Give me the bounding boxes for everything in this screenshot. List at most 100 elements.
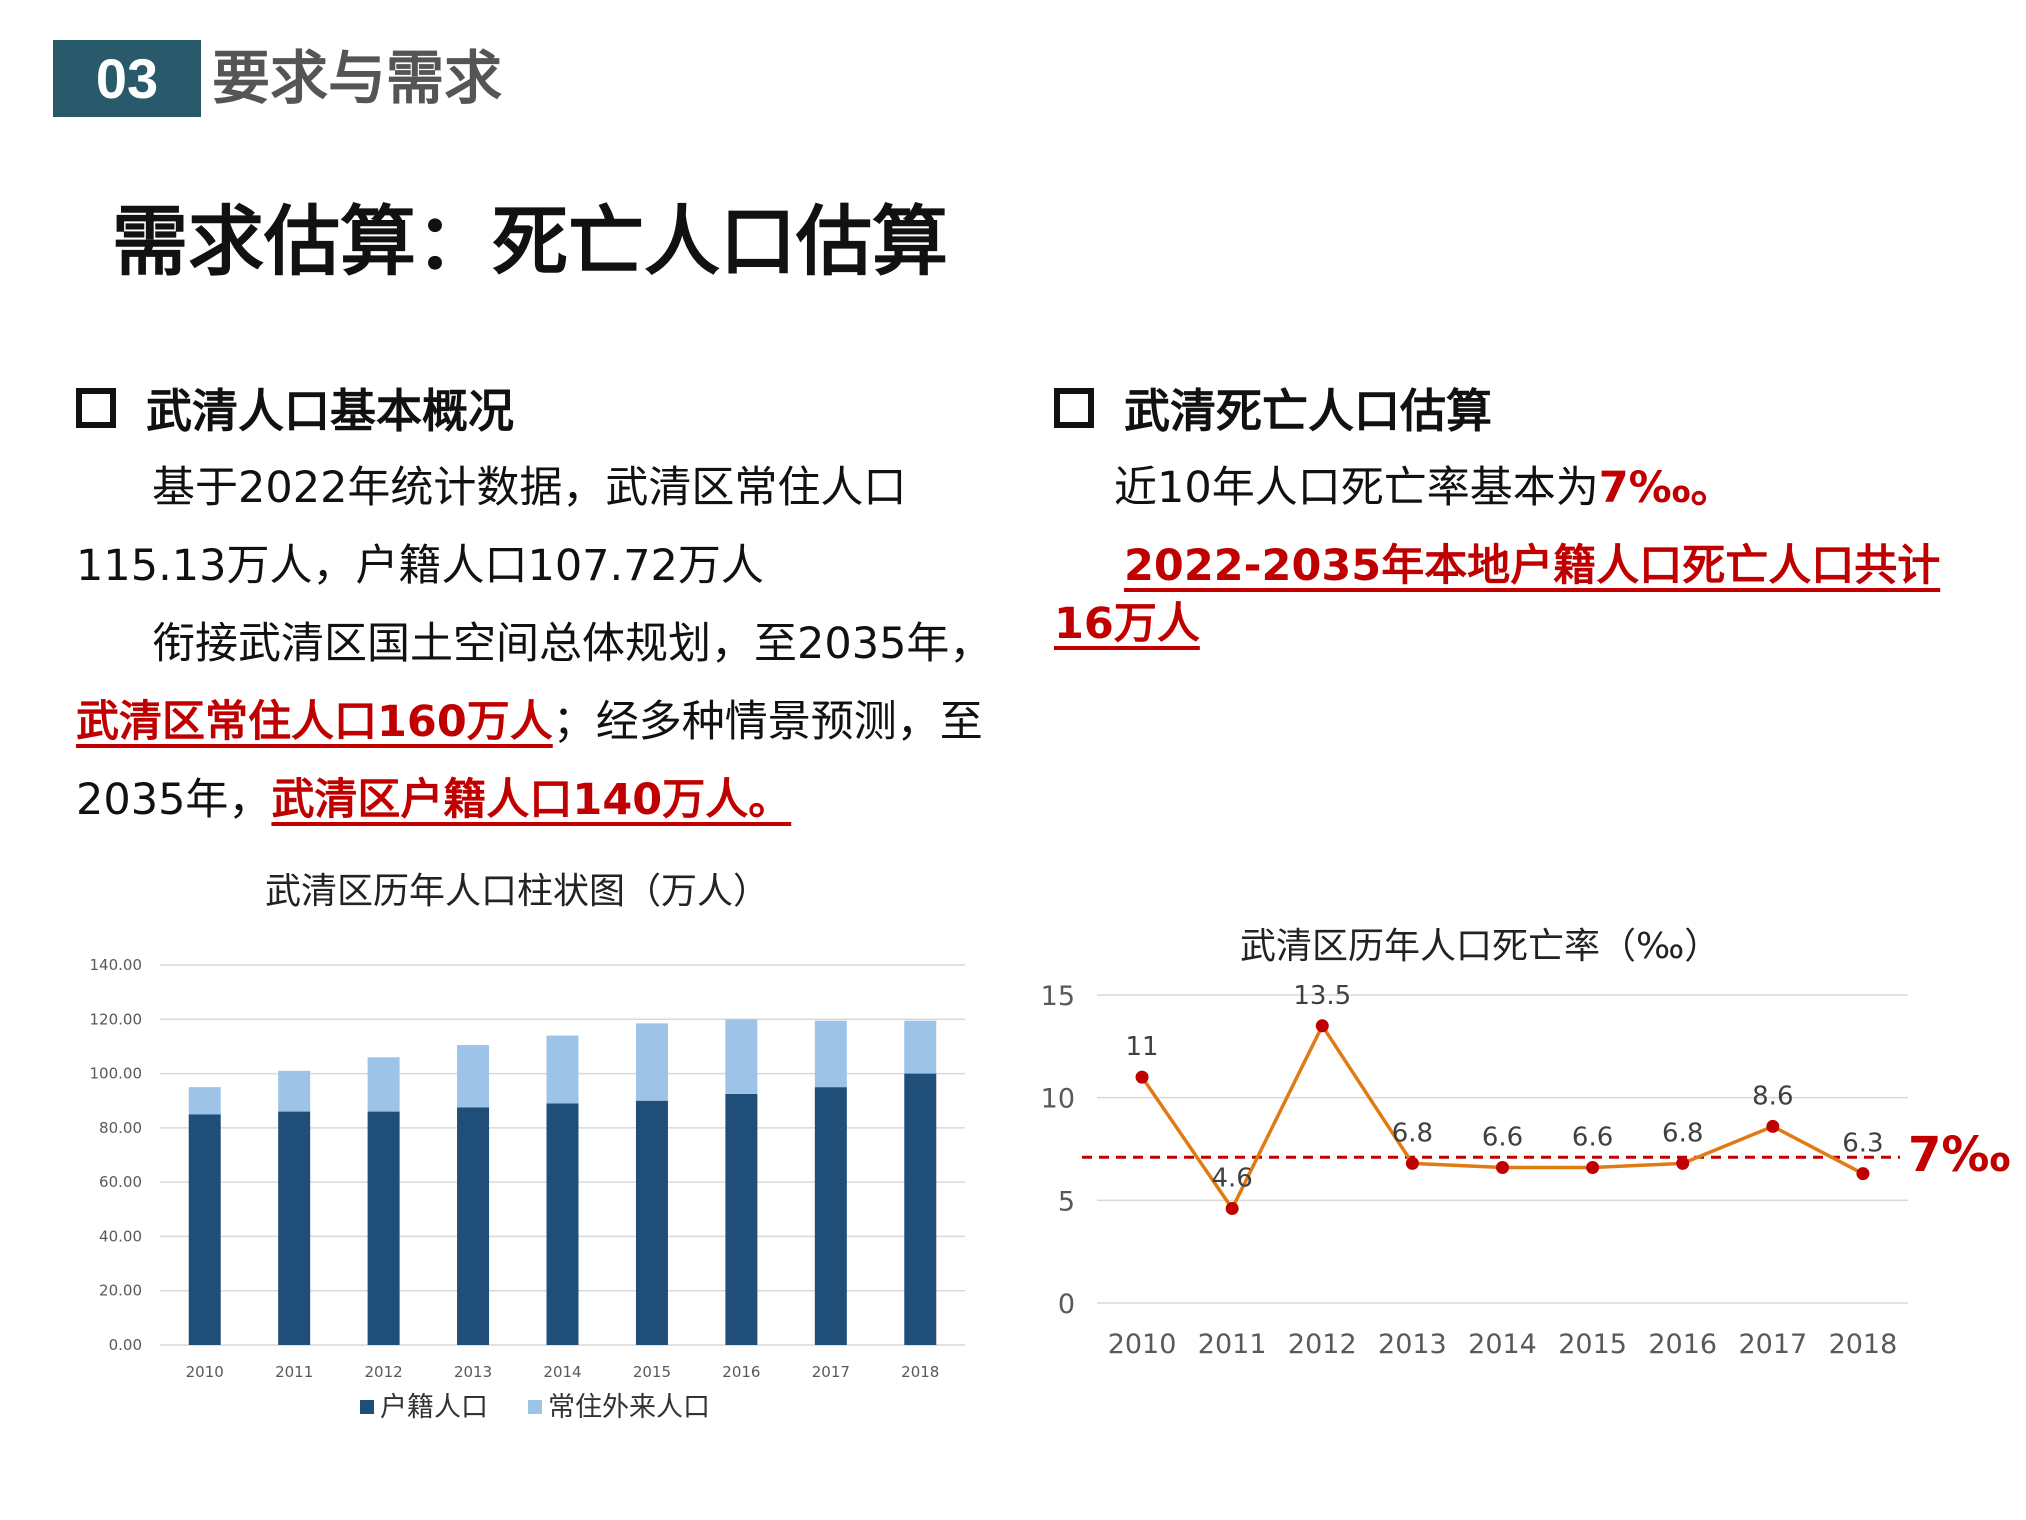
x-tick-label: 2012 <box>365 1363 403 1381</box>
y-tick-label: 120.00 <box>90 1010 143 1028</box>
x-tick-label: 2018 <box>1829 1329 1898 1360</box>
bar-migrant-2017 <box>814 1020 847 1088</box>
data-point-2012 <box>1315 1019 1329 1033</box>
left-line-2: 115.13万人，户籍人口107.72万人 <box>76 541 764 591</box>
bar-chart-title: 武清区历年人口柱状图（万人） <box>265 871 770 912</box>
x-tick-label: 2011 <box>275 1363 313 1381</box>
data-label: 6.8 <box>1392 1118 1433 1148</box>
x-tick-label: 2016 <box>722 1363 760 1381</box>
data-label: 4.6 <box>1211 1164 1252 1194</box>
bar-migrant-2018 <box>904 1020 937 1074</box>
section-number-badge: 03 <box>53 40 201 117</box>
y-tick-label: 15 <box>1041 981 1075 1012</box>
right-line-1: 近10年人口死亡率基本为7‰。 <box>1054 449 1994 527</box>
x-tick-label: 2014 <box>543 1363 581 1381</box>
y-tick-label: 40.00 <box>99 1227 142 1245</box>
x-tick-label: 2010 <box>1108 1329 1177 1360</box>
bar-registered-2012 <box>367 1111 400 1345</box>
right-line-1-text: 近10年人口死亡率基本为 <box>1114 463 1599 513</box>
right-section: 武清死亡人口估算 近10年人口死亡率基本为7‰。 2022-2035年本地户籍人… <box>1054 375 1994 653</box>
right-heading-text: 武清死亡人口估算 <box>1124 384 1492 438</box>
bar-registered-2016 <box>725 1093 758 1345</box>
bar-migrant-2010 <box>188 1087 221 1115</box>
right-heading: 武清死亡人口估算 <box>1054 375 1994 441</box>
checkbox-square-icon <box>76 388 116 428</box>
left-paragraph: 基于2022年统计数据，武清区常住人口 115.13万人，户籍人口107.72万… <box>76 449 1016 839</box>
x-tick-label: 2011 <box>1198 1329 1267 1360</box>
death-rate-line-chart: 0 5 10 15 7‰ 11 2010 4.6 2011 13.5 2012 6.8 2013 6.6 2… <box>1041 981 2011 1360</box>
data-point-2016 <box>1676 1156 1690 1170</box>
checkbox-square-icon <box>1054 388 1094 428</box>
left-heading: 武清人口基本概况 <box>76 375 1016 441</box>
left-line-3: 衔接武清区国土空间总体规划，至2035年， <box>152 619 993 669</box>
data-label: 6.6 <box>1572 1122 1613 1152</box>
y-tick-label: 10 <box>1041 1084 1075 1115</box>
data-point-2013 <box>1405 1156 1419 1170</box>
y-tick-label: 5 <box>1058 1186 1075 1217</box>
population-bar-chart: 0.00 20.00 40.00 60.00 80.00 100.00 120.00 140.… <box>90 956 965 1423</box>
data-label: 6.3 <box>1842 1129 1883 1159</box>
x-tick-label: 2016 <box>1648 1329 1717 1360</box>
data-label: 6.8 <box>1662 1118 1703 1148</box>
left-line-5: 2035年，武清区户籍人口140万人。 <box>76 761 1016 839</box>
bar-migrant-2015 <box>635 1023 668 1101</box>
data-point-2017 <box>1766 1119 1780 1133</box>
x-tick-label: 2013 <box>1378 1329 1447 1360</box>
line-chart-title: 武清区历年人口死亡率（‰） <box>1240 926 1721 967</box>
data-label: 8.6 <box>1752 1081 1793 1111</box>
legend-swatch <box>360 1400 374 1414</box>
left-line-1: 基于2022年统计数据，武清区常住人口 <box>152 463 907 513</box>
bar-registered-2014 <box>546 1103 579 1345</box>
y-tick-label: 140.00 <box>90 956 143 974</box>
y-tick-label: 100.00 <box>90 1065 143 1083</box>
data-label: 13.5 <box>1293 981 1351 1011</box>
bar-migrant-2014 <box>546 1035 579 1104</box>
x-tick-label: 2013 <box>454 1363 492 1381</box>
left-section: 武清人口基本概况 基于2022年统计数据，武清区常住人口 115.13万人，户籍… <box>76 375 1016 839</box>
y-tick-label: 20.00 <box>99 1282 142 1300</box>
data-label: 11 <box>1126 1032 1159 1062</box>
left-line-5-start: 2035年， <box>76 775 272 825</box>
data-label: 6.6 <box>1482 1122 1523 1152</box>
x-tick-label: 2010 <box>186 1363 224 1381</box>
x-tick-label: 2015 <box>633 1363 671 1381</box>
x-tick-label: 2017 <box>1738 1329 1807 1360</box>
right-paragraph: 近10年人口死亡率基本为7‰。 2022-2035年本地户籍人口死亡人口共计16… <box>1054 449 1994 653</box>
bar-migrant-2016 <box>725 1019 758 1094</box>
bar-registered-2010 <box>188 1114 221 1345</box>
data-point-2011 <box>1225 1202 1239 1216</box>
legend-swatch <box>528 1400 542 1414</box>
bar-registered-2017 <box>814 1087 847 1345</box>
y-tick-label: 0.00 <box>109 1336 142 1354</box>
data-point-2010 <box>1135 1070 1149 1084</box>
left-line-4-rest: ；经多种情景预测，至 <box>552 697 983 747</box>
y-tick-label: 60.00 <box>99 1173 142 1191</box>
bar-registered-2018 <box>904 1073 937 1345</box>
x-tick-label: 2017 <box>812 1363 850 1381</box>
data-point-2014 <box>1496 1160 1509 1174</box>
death-total-highlight: 2022-2035年本地户籍人口死亡人口共计16万人 <box>1054 541 1941 649</box>
x-tick-label: 2018 <box>901 1363 939 1381</box>
x-tick-label: 2015 <box>1558 1329 1627 1360</box>
resident-pop-highlight: 武清区常住人口160万人 <box>76 697 553 747</box>
death-rate-highlight: 7‰。 <box>1598 463 1734 513</box>
x-tick-label: 2012 <box>1288 1329 1357 1360</box>
y-tick-label: 80.00 <box>99 1119 142 1137</box>
registered-pop-highlight: 武清区户籍人口140万人。 <box>271 775 792 825</box>
bar-migrant-2011 <box>278 1070 311 1112</box>
bar-registered-2011 <box>278 1111 311 1345</box>
y-tick-label: 0 <box>1058 1289 1075 1320</box>
bar-migrant-2012 <box>367 1057 400 1112</box>
legend-label: 户籍人口 <box>380 1392 488 1423</box>
reference-label: 7‰ <box>1908 1127 2011 1183</box>
x-tick-label: 2014 <box>1468 1329 1537 1360</box>
left-line-4: 武清区常住人口160万人；经多种情景预测，至 <box>76 683 1016 761</box>
left-heading-text: 武清人口基本概况 <box>146 384 514 438</box>
bar-migrant-2013 <box>457 1045 490 1108</box>
bar-registered-2013 <box>457 1107 490 1345</box>
data-point-2018 <box>1856 1167 1870 1181</box>
section-title: 要求与需求 <box>212 44 503 112</box>
bar-registered-2015 <box>635 1100 668 1345</box>
data-point-2015 <box>1586 1160 1600 1174</box>
legend-label: 常住外来人口 <box>548 1392 710 1423</box>
